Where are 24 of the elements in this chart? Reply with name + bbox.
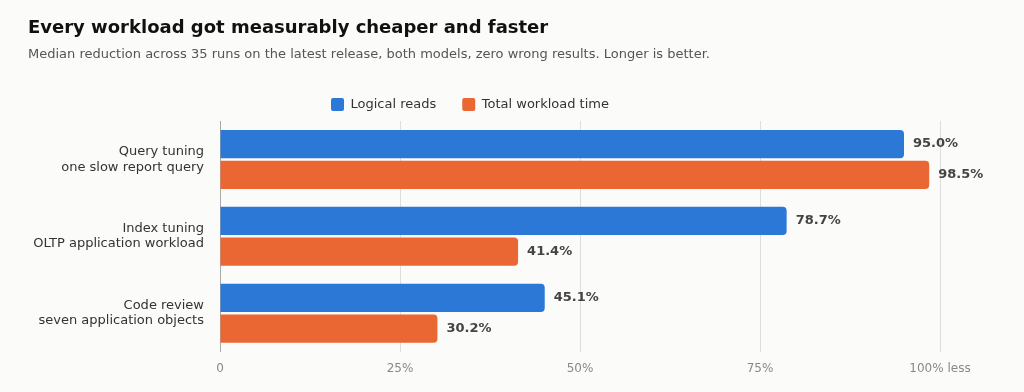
chart-title: Every workload got measurably cheaper and faster <box>28 16 549 37</box>
data-label: 30.2% <box>446 319 492 335</box>
bar <box>220 237 519 266</box>
bar <box>220 314 438 343</box>
data-label: 45.1% <box>553 289 599 305</box>
y-tick-label: Query tuning one slow report query <box>61 143 205 174</box>
data-label: 41.4% <box>527 243 573 259</box>
y-tick-label: Code review seven application objects <box>38 296 205 328</box>
data-label: 95.0% <box>913 135 959 151</box>
x-tick-label: 0 <box>216 360 224 375</box>
x-tick-label: 100% less <box>909 360 971 375</box>
bar <box>220 206 787 236</box>
x-tick-label: 25% <box>386 360 414 375</box>
bar <box>220 160 930 189</box>
y-tick-label: Index tuning OLTP application workload <box>33 219 204 251</box>
bar <box>220 283 545 312</box>
data-label: 78.7% <box>795 212 841 228</box>
bar <box>220 129 904 159</box>
legend-label: Total workload time <box>480 95 609 111</box>
data-label: 98.5% <box>938 166 984 182</box>
x-tick-label: 50% <box>566 360 594 375</box>
x-tick-label: 75% <box>746 360 774 375</box>
legend-label: Logical reads <box>350 95 437 111</box>
chart-subtitle: Median reduction across 35 runs on the latest release, both models, zero wrong results. Longer is better. <box>28 46 710 61</box>
